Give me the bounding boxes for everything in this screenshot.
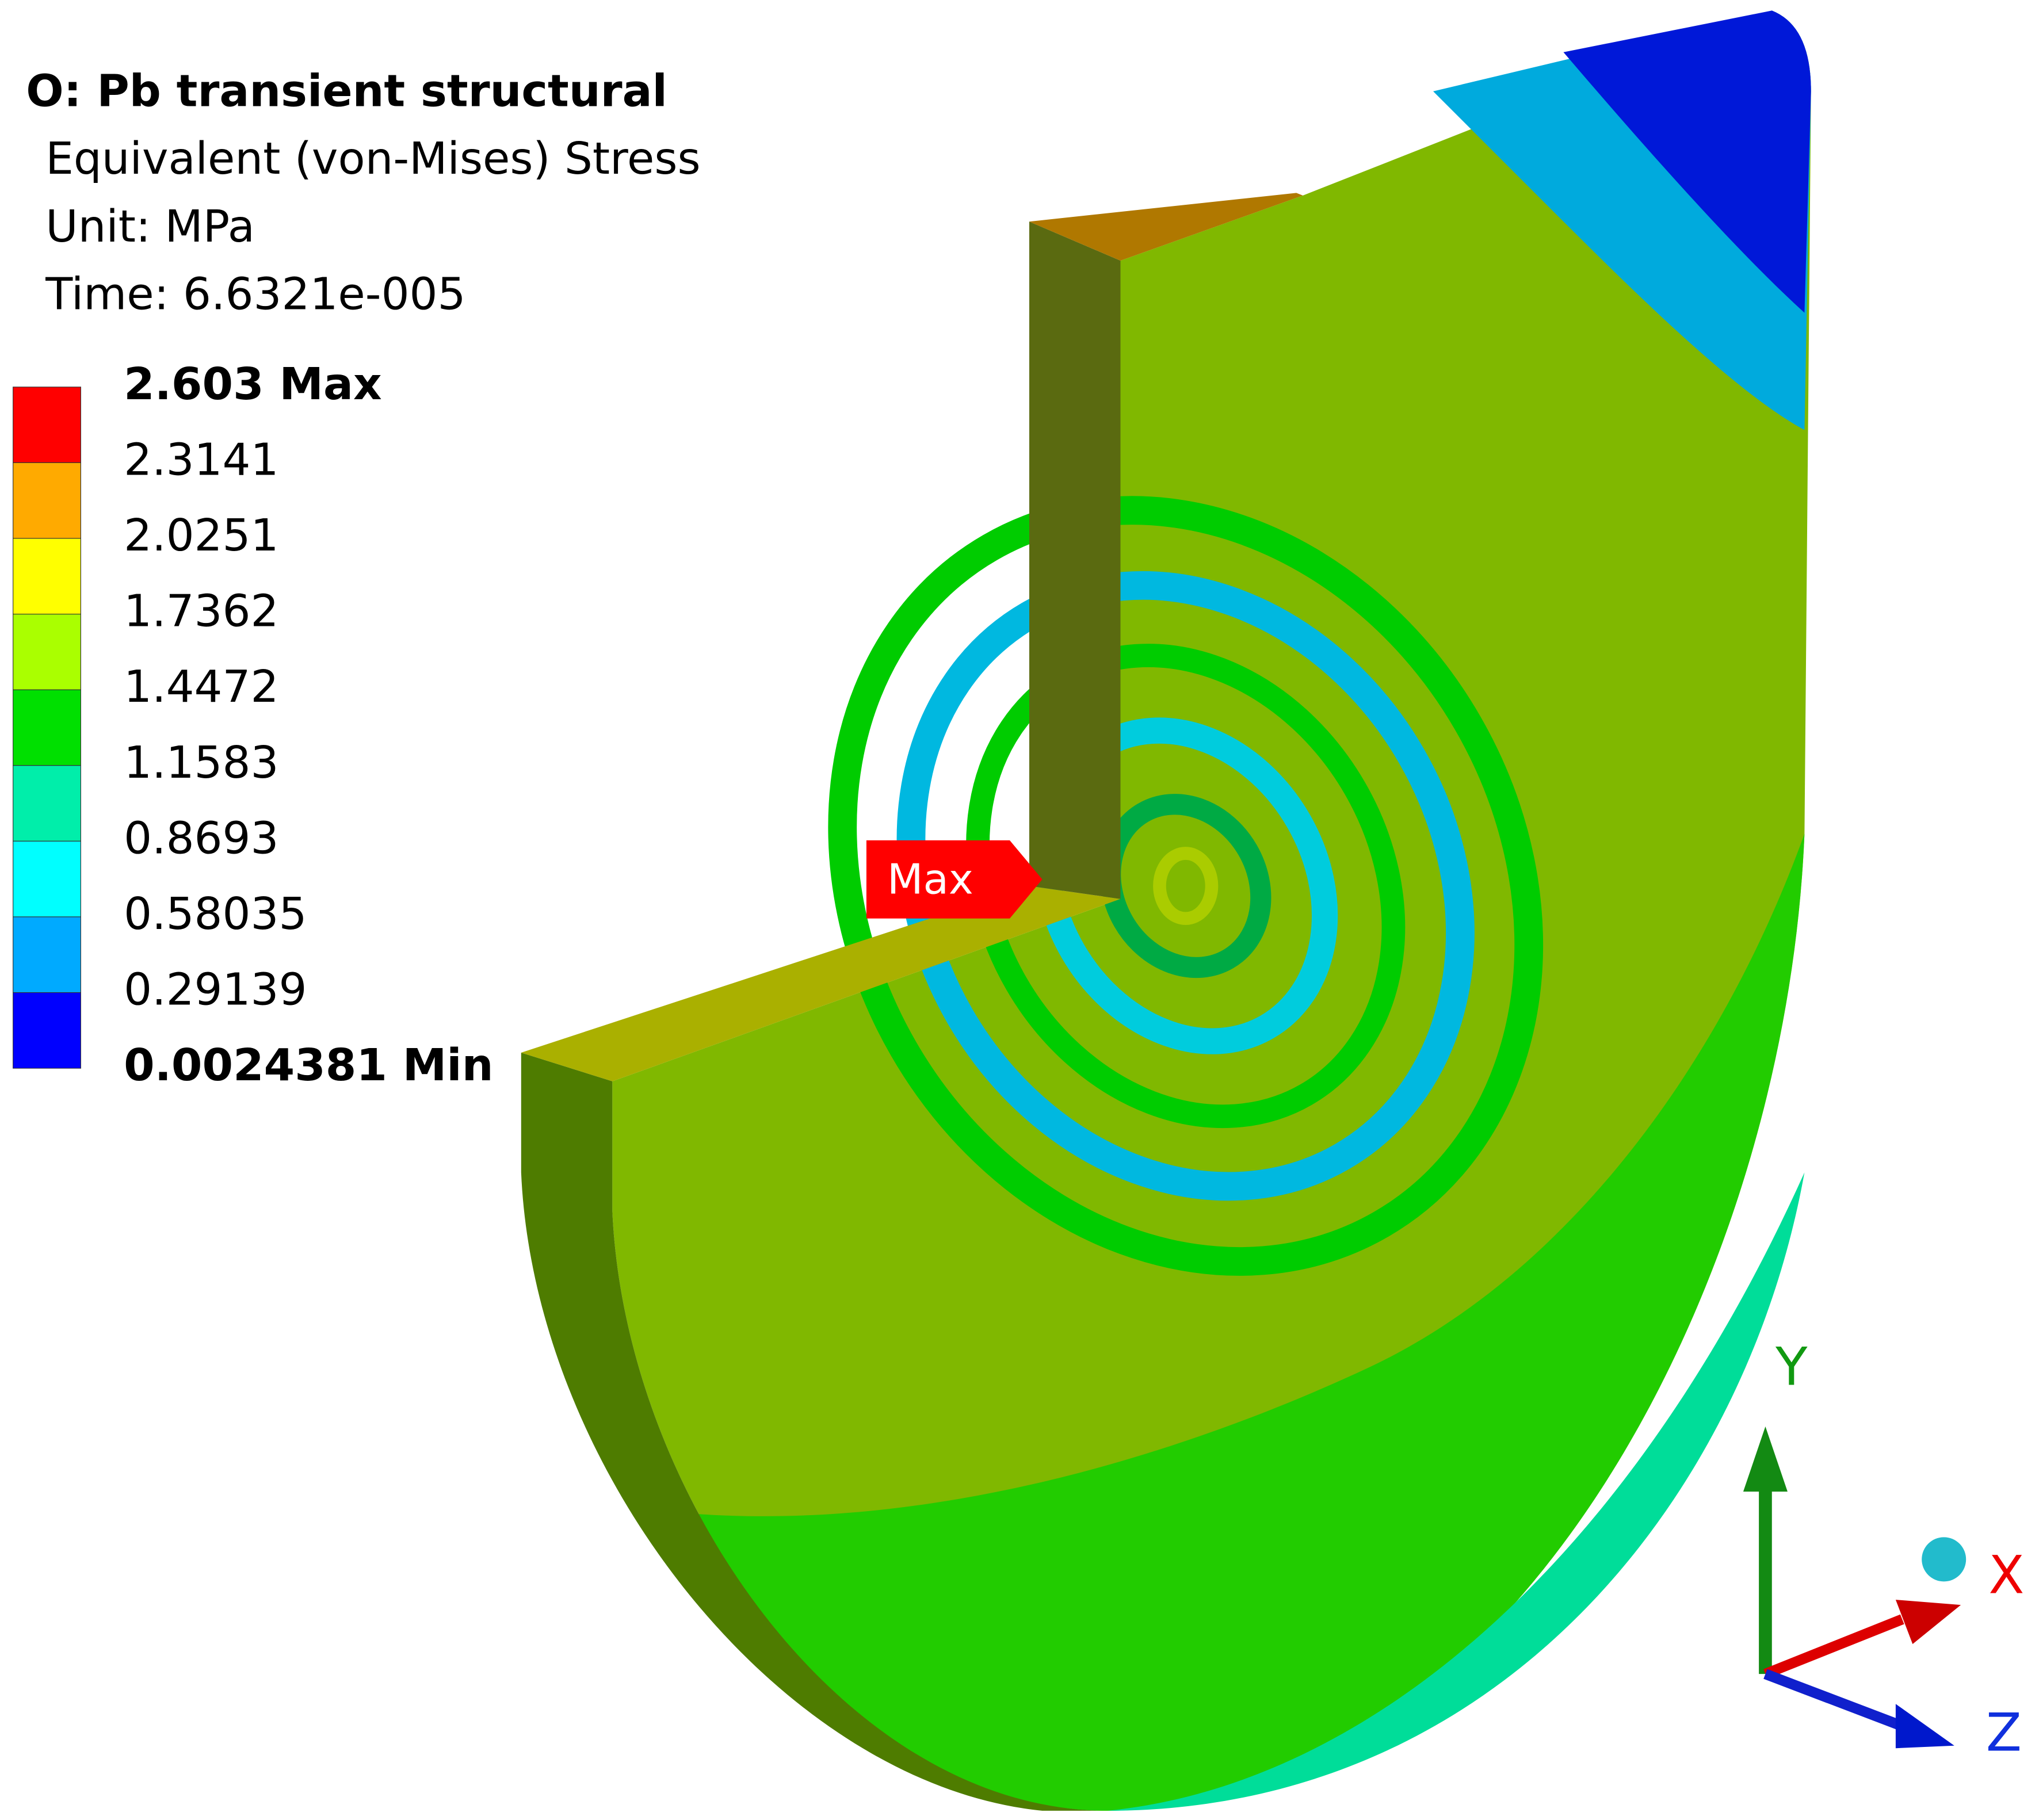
deep-blue-region bbox=[1563, 10, 1811, 313]
max-probe: Max bbox=[866, 840, 1043, 919]
axis-x-label: X bbox=[1988, 1546, 2024, 1606]
lower-thickness bbox=[521, 1052, 1108, 1811]
legend-label: 2.3141 bbox=[124, 434, 278, 485]
axis-y-label: Y bbox=[1775, 1337, 1808, 1397]
header-time: Time: 6.6321e-005 bbox=[45, 269, 465, 320]
green-band bbox=[664, 833, 1805, 1811]
legend-label: 0.58035 bbox=[124, 889, 307, 940]
legend-band bbox=[13, 387, 81, 463]
legend-label: 1.1583 bbox=[124, 737, 278, 789]
header: O: Pb transient structural Equivalent (v… bbox=[26, 66, 700, 320]
legend-band bbox=[13, 689, 81, 766]
probe-label: Max bbox=[887, 855, 973, 904]
legend-label: 1.7362 bbox=[124, 586, 278, 637]
header-unit: Unit: MPa bbox=[45, 201, 255, 253]
legend-label: 2.603 Max bbox=[124, 359, 382, 410]
legend-band bbox=[13, 614, 81, 690]
teal-rim bbox=[1107, 1172, 1805, 1811]
legend-label: 1.4472 bbox=[124, 662, 278, 713]
model bbox=[521, 10, 1811, 1811]
legend-band bbox=[13, 916, 81, 993]
legend-label: 0.8693 bbox=[124, 813, 278, 864]
triad: Y X Z bbox=[1743, 1337, 2024, 1764]
legend-band bbox=[13, 992, 81, 1069]
legend-band bbox=[13, 538, 81, 615]
header-result: Equivalent (von-Mises) Stress bbox=[45, 133, 700, 185]
header-title: O: Pb transient structural bbox=[26, 66, 667, 117]
slab-side bbox=[1029, 221, 1121, 899]
legend: 2.603 Max 2.3141 2.0251 1.7362 1.4472 1.1583 0… bbox=[13, 359, 494, 1091]
probe-flag bbox=[866, 840, 1043, 919]
axis-z-label: Z bbox=[1986, 1703, 2022, 1764]
legend-band bbox=[13, 840, 81, 917]
legend-label: 0.29139 bbox=[124, 965, 307, 1016]
lower-top bbox=[521, 886, 1121, 1081]
legend-band bbox=[13, 765, 81, 842]
slab-top bbox=[1029, 193, 1303, 261]
legend-band bbox=[13, 462, 81, 539]
legend-label: 0.0024381 Min bbox=[124, 1040, 493, 1091]
legend-label: 2.0251 bbox=[124, 510, 278, 561]
